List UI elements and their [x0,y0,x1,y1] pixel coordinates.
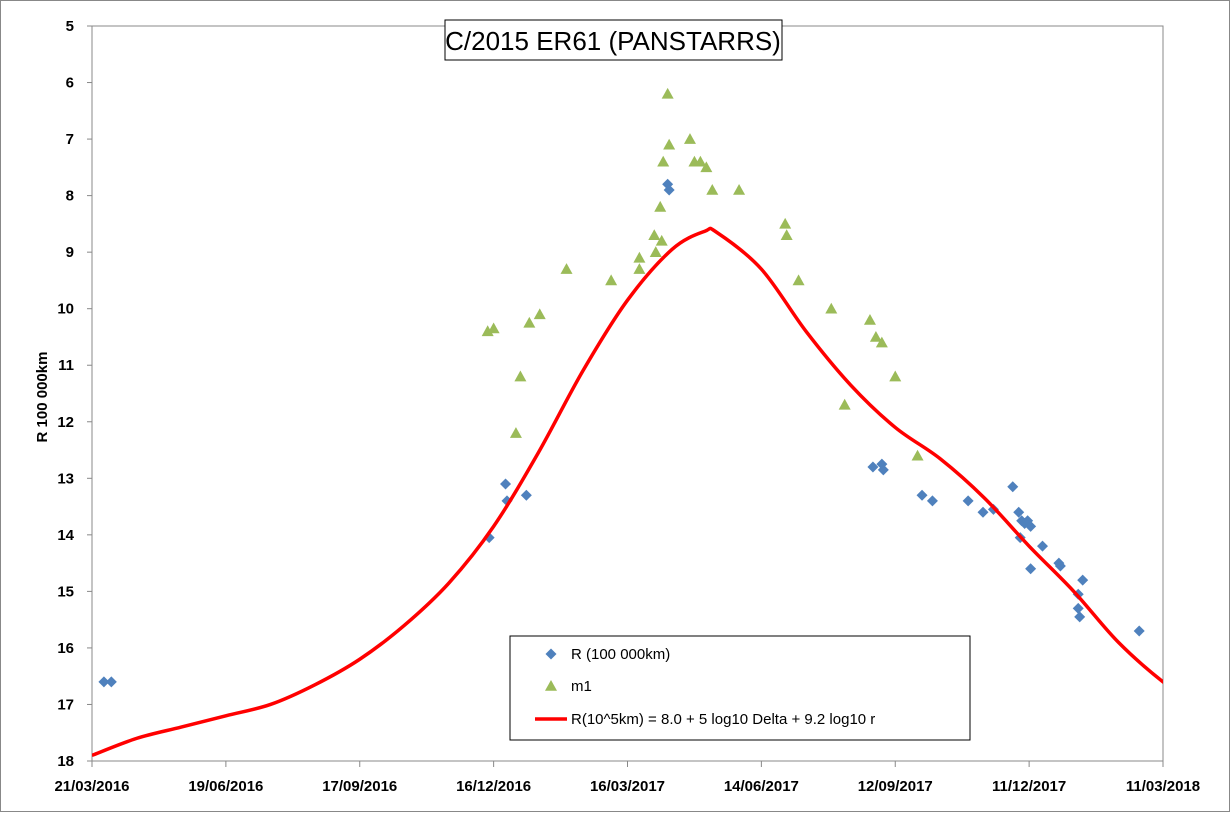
data-point-r-diamond [1013,506,1025,518]
data-point-m1-triangle [792,274,805,286]
data-point-m1-triangle [780,229,793,240]
legend-label: R(10^5km) = 8.0 + 5 log10 Delta + 9.2 lo… [571,711,875,728]
series-1 [481,87,924,461]
chart-title-frame [444,19,783,61]
legend-swatch-diamond [545,648,557,660]
y-tick-label: 6 [66,75,74,92]
chart-title-box: C/2015 ER61 (PANSTARRS) [444,19,783,61]
data-point-m1-triangle [911,449,924,461]
data-point-m1-triangle [863,314,876,325]
y-tick-label: 5 [66,18,74,35]
legend-item-1: m1 [545,678,592,695]
data-point-r-diamond [1037,540,1049,552]
legend-item-2: R(10^5km) = 8.0 + 5 log10 Delta + 9.2 lo… [535,711,875,728]
data-point-r-diamond [1074,611,1086,623]
data-point-m1-triangle [889,370,902,382]
y-tick-label: 17 [57,696,74,713]
x-tick-label: 11/12/2017 [992,778,1066,795]
y-tick-label: 13 [57,470,74,487]
data-point-r-diamond [877,464,889,476]
data-point-r-diamond [962,495,974,507]
legend-box [509,635,971,741]
y-axis: 5 6 7 8 9 10 11 12 13 14 15 16 17 18 [57,18,92,770]
data-point-m1-triangle [533,308,546,320]
data-point-m1-triangle [648,229,661,240]
data-point-r-diamond [1077,574,1089,586]
data-point-m1-triangle [683,133,696,144]
data-point-m1-triangle [487,322,500,334]
data-point-m1-triangle [694,155,707,167]
x-tick-label: 16/12/2016 [456,778,531,795]
data-point-r-diamond [500,478,512,490]
legend-item-0: R (100 000km) [545,646,670,663]
chart-title: C/2015 ER61 (PANSTARRS) [445,26,781,56]
data-point-m1-triangle [838,398,851,410]
data-point-m1-triangle [654,200,667,212]
data-point-r-diamond [977,506,989,518]
data-point-r-diamond [1054,560,1066,572]
data-point-r-diamond [663,184,675,196]
x-tick-label: 16/03/2017 [590,778,665,795]
data-point-m1-triangle [700,161,713,173]
data-point-r-diamond [1007,481,1019,493]
data-point-m1-triangle [663,138,676,150]
data-point-m1-triangle [509,427,522,438]
data-point-m1-triangle [657,155,670,167]
y-tick-label: 18 [57,753,74,770]
x-tick-label: 19/06/2016 [188,778,263,795]
data-point-m1-triangle [779,217,792,229]
data-point-m1-triangle [706,183,719,195]
data-point-m1-triangle [875,336,888,348]
x-axis: 21/03/2016 19/06/2016 17/09/2016 16/12/2016… [54,761,1200,795]
x-tick-label: 21/03/2016 [54,778,129,795]
data-point-r-diamond [98,676,110,688]
y-tick-label: 12 [57,414,74,431]
data-point-m1-triangle [633,251,646,263]
legend-label: m1 [571,678,592,695]
data-point-m1-triangle [649,246,662,257]
y-tick-label: 16 [57,640,74,657]
y-tick-label: 7 [66,131,74,148]
data-point-r-diamond [926,495,938,507]
data-point-r-diamond [1133,625,1145,637]
y-tick-label: 10 [57,301,74,318]
series-layer [92,87,1163,757]
y-axis-title: R 100 000km [34,352,51,443]
data-point-m1-triangle [633,263,646,274]
data-point-r-diamond [1025,520,1037,532]
data-point-m1-triangle [869,330,882,342]
legend: R (100 000km) m1 R(10^5km) = 8.0 + 5 log10… [509,635,971,741]
x-tick-label: 17/09/2016 [322,778,397,795]
series-0 [98,178,1145,688]
y-tick-label: 15 [57,583,74,600]
x-tick-label: 12/09/2017 [858,778,933,795]
legend-swatch-triangle [545,680,557,691]
y-tick-label: 9 [66,244,74,261]
data-point-m1-triangle [523,316,536,328]
data-point-m1-triangle [733,183,746,195]
y-tick-label: 8 [66,188,74,205]
data-point-m1-triangle [560,263,573,274]
x-tick-label: 14/06/2017 [724,778,799,795]
data-point-m1-triangle [514,370,527,382]
data-point-r-diamond [916,489,928,501]
data-point-m1-triangle [605,274,618,286]
data-point-m1-triangle [825,302,838,314]
data-point-r-diamond [1025,563,1037,575]
data-point-r-diamond [520,489,532,501]
data-point-m1-triangle [481,325,494,337]
x-tick-label: 11/03/2018 [1126,778,1200,795]
model-curve-line [92,226,1163,757]
data-point-m1-triangle [661,87,674,99]
data-point-r-diamond [867,461,879,473]
y-tick-label: 11 [58,357,74,374]
legend-label: R (100 000km) [571,646,670,663]
y-tick-label: 14 [57,527,74,544]
data-point-r-diamond [1072,602,1084,614]
data-point-r-diamond [105,676,117,688]
data-point-m1-triangle [655,234,668,246]
